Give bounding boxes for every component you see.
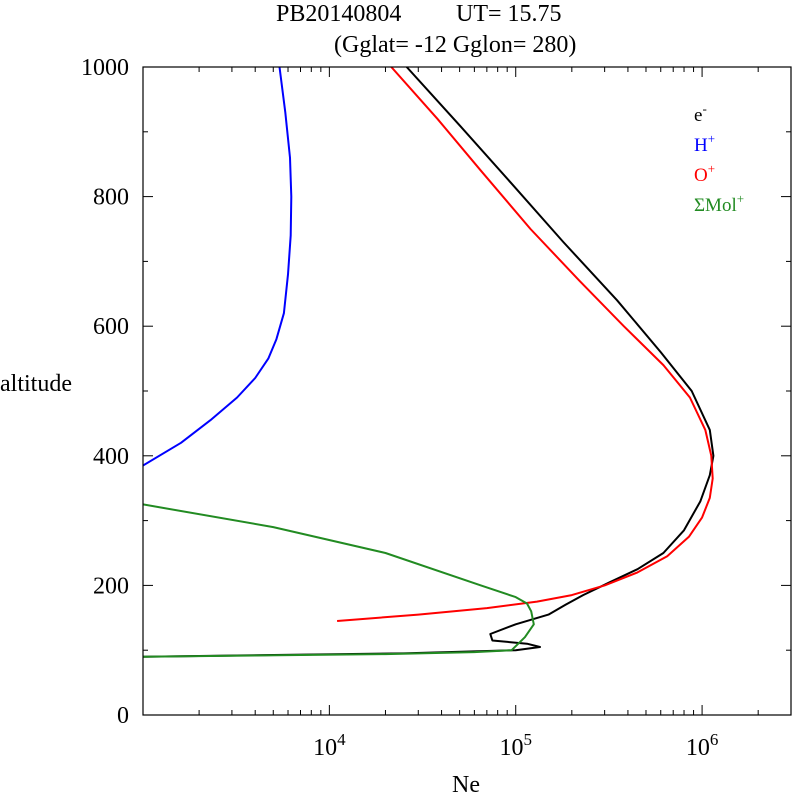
- y-tick-label: 600: [93, 314, 129, 340]
- x-tick-label: 106: [686, 730, 719, 761]
- chart-title-line1-left: PB20140804: [276, 1, 401, 27]
- y-axis-label: altitude: [0, 371, 72, 397]
- series-line-1: [143, 67, 293, 467]
- legend-entry-2: O+: [694, 161, 715, 186]
- legend: e- H+ O+ ΣMol+: [694, 101, 744, 216]
- y-tick-label: 800: [93, 185, 129, 211]
- y-axis: 0 200 400 600 800 1000: [81, 55, 791, 729]
- legend-entry-3: ΣMol+: [694, 191, 744, 216]
- x-axis: 104 105 106: [142, 67, 792, 761]
- legend-entry-0: e-: [694, 101, 707, 126]
- y-tick-label: 400: [93, 444, 129, 470]
- series-layer: [143, 67, 715, 658]
- chart-title-line1-right: UT= 15.75: [456, 1, 562, 27]
- legend-entry-1: H+: [694, 131, 715, 156]
- y-tick-label: 0: [117, 703, 129, 729]
- series-line-2: [337, 67, 714, 622]
- chart-title-line2: (Gglat= -12 Gglon= 280): [334, 32, 576, 58]
- x-tick-label: 104: [313, 730, 346, 761]
- series-line-3: [143, 503, 535, 658]
- x-tick-label: 105: [499, 730, 532, 761]
- y-tick-label: 1000: [81, 55, 129, 81]
- y-tick-label: 200: [93, 573, 129, 599]
- x-axis-label: Ne: [452, 772, 480, 796]
- series-line-0: [143, 67, 715, 658]
